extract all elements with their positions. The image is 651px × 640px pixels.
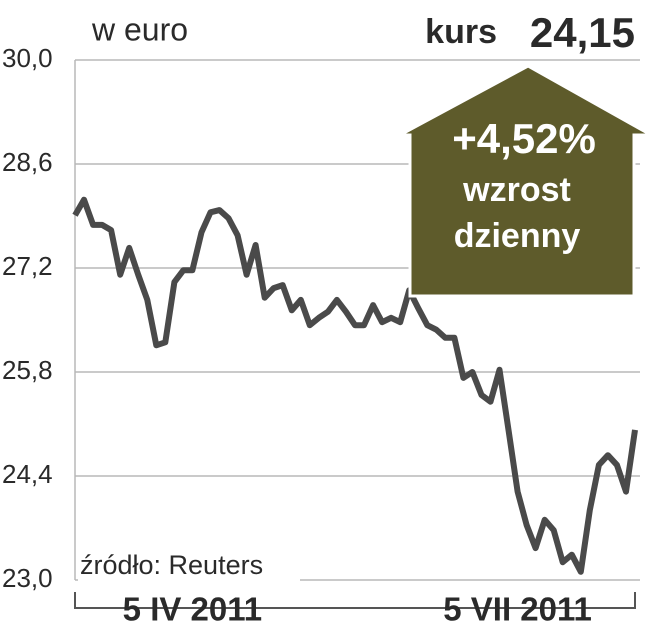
x-axis xyxy=(74,592,636,609)
x-tick-label: 5 VII 2011 xyxy=(443,591,592,628)
header-label: kurs xyxy=(425,13,497,51)
y-tick-label: 23,0 xyxy=(2,563,53,593)
x-tick-label: 5 IV 2011 xyxy=(123,591,262,628)
subtitle: w euro xyxy=(91,11,188,47)
y-tick-label: 30,0 xyxy=(2,43,53,73)
callout-line: dzienny xyxy=(454,217,581,255)
plot: 23,0 24,4 25,8 27,2 28,6 30,0 5 IV 2011 5 VII 2… xyxy=(2,43,640,628)
price-line xyxy=(72,196,638,575)
arrow xyxy=(399,64,651,298)
y-tick-label: 25,8 xyxy=(2,355,53,385)
source: źródło: Reuters xyxy=(80,550,263,580)
header-value: 24,15 xyxy=(530,9,635,56)
callout-text: +4,52% xyxy=(452,115,596,162)
callout-line: wzrost xyxy=(462,171,571,209)
y-tick-label: 24,4 xyxy=(2,459,53,489)
source-bg xyxy=(78,550,300,584)
callout: +4,52% wzrost dzienny xyxy=(399,64,651,298)
y-tick-label: 28,6 xyxy=(2,147,53,177)
y-tick-label: 27,2 xyxy=(2,251,53,281)
